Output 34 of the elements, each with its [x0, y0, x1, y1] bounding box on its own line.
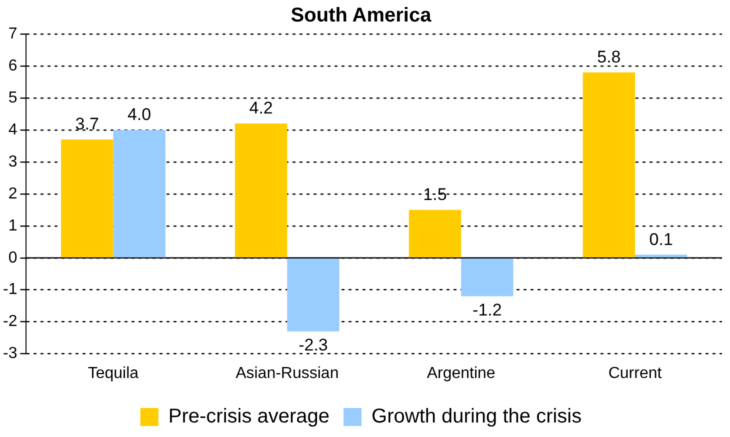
x-tick-label: Current	[608, 364, 662, 382]
data-label: 1.5	[423, 185, 447, 204]
bar	[408, 210, 462, 258]
bar	[61, 140, 114, 258]
y-tick-label: -3	[2, 345, 18, 362]
bar	[113, 130, 166, 258]
bar	[234, 124, 288, 258]
y-tick-label: 5	[8, 89, 18, 106]
y-tick-label: 6	[8, 57, 18, 74]
x-tick-label: Argentine	[426, 364, 496, 382]
x-tick-label: Tequila	[88, 364, 139, 382]
y-tick-label: 4	[8, 121, 18, 138]
data-label: -1.2	[472, 300, 502, 320]
bar	[461, 258, 514, 296]
y-tick-label: 0	[8, 249, 18, 266]
y-tick-label: 7	[8, 25, 18, 42]
data-label: 4.2	[249, 98, 273, 118]
x-tick-label: Asian-Russian	[236, 364, 339, 382]
bar	[635, 254, 688, 258]
bar	[582, 72, 636, 258]
data-label: 4.0	[127, 105, 152, 124]
y-tick-label: 3	[8, 153, 18, 170]
y-tick-label: -2	[2, 313, 18, 330]
data-label: 3.7	[75, 114, 99, 134]
y-tick-label: 1	[8, 217, 18, 234]
data-label: 0.1	[649, 230, 673, 249]
bar	[287, 258, 340, 332]
legend-label: Pre-crisis average	[168, 406, 330, 428]
data-label: -2.3	[298, 336, 328, 355]
data-label: 5.8	[597, 48, 621, 67]
legend-label: Growth during the crisis	[372, 406, 582, 428]
y-tick-label: 2	[8, 185, 18, 202]
chart-title: South America	[290, 4, 432, 27]
y-tick-label: -1	[2, 281, 18, 298]
